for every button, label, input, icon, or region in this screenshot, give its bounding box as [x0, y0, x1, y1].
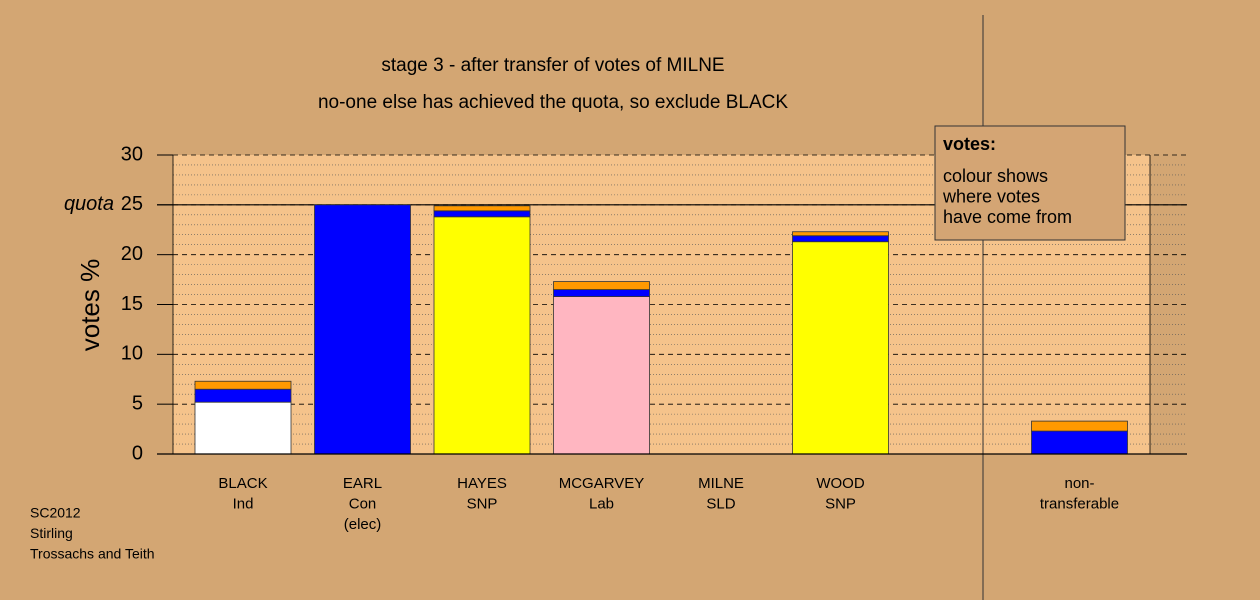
quota-label: quota: [64, 193, 114, 215]
bar-segment: [1031, 420, 1128, 432]
footnote: SC2012: [30, 505, 81, 521]
y-tick-label: 25: [121, 193, 143, 215]
chart-subtitle: no-one else has achieved the quota, so e…: [318, 92, 788, 113]
legend-line: have come from: [943, 207, 1072, 227]
x-tick-label: MILNE: [698, 475, 744, 492]
x-tick-label: EARL: [343, 475, 382, 492]
bar-segment: [194, 401, 292, 455]
bar-segment: [553, 296, 650, 455]
x-tick-label: SNP: [467, 495, 498, 512]
x-tick-label: SLD: [706, 495, 735, 512]
bar-segment: [194, 380, 292, 390]
x-tick-label: (elec): [344, 516, 382, 533]
bar-segment: [314, 204, 411, 455]
x-tick-label: MCGARVEY: [559, 475, 645, 492]
x-tick-label: Lab: [589, 495, 614, 512]
legend-title: votes:: [943, 134, 996, 154]
footnote: Trossachs and Teith: [30, 546, 155, 562]
legend-frame: [934, 125, 1126, 241]
y-tick-label: 15: [121, 293, 143, 315]
legend-line: colour shows: [943, 166, 1048, 186]
bar-segment: [553, 281, 650, 290]
y-tick-label: 10: [121, 343, 143, 365]
x-tick-label: BLACK: [218, 475, 267, 492]
x-tick-label: non-: [1064, 475, 1094, 492]
bar-segment: [1031, 430, 1128, 455]
chart-title: stage 3 - after transfer of votes of MIL…: [381, 55, 724, 76]
y-tick-label: 0: [132, 442, 143, 464]
x-tick-label: Ind: [233, 495, 254, 512]
bar-segment: [792, 241, 889, 455]
x-tick-label: HAYES: [457, 475, 507, 492]
y-tick-label: 30: [121, 143, 143, 165]
bar-segment: [553, 289, 650, 297]
bar-segment: [433, 210, 531, 218]
bar-segment: [792, 235, 889, 243]
x-tick-label: SNP: [825, 495, 856, 512]
bar-segment: [792, 231, 889, 237]
x-tick-label: WOOD: [816, 475, 864, 492]
bar-segment: [433, 205, 531, 212]
y-tick-label: 5: [132, 392, 143, 414]
y-tick-label: 20: [121, 243, 143, 265]
footnote: Stirling: [30, 525, 73, 541]
bar-segment: [433, 216, 531, 455]
legend-line: where votes: [942, 186, 1040, 206]
x-tick-label: transferable: [1040, 495, 1119, 512]
y-axis-label: votes %: [75, 259, 105, 352]
bar-segment: [194, 388, 292, 403]
x-tick-label: Con: [349, 495, 377, 512]
